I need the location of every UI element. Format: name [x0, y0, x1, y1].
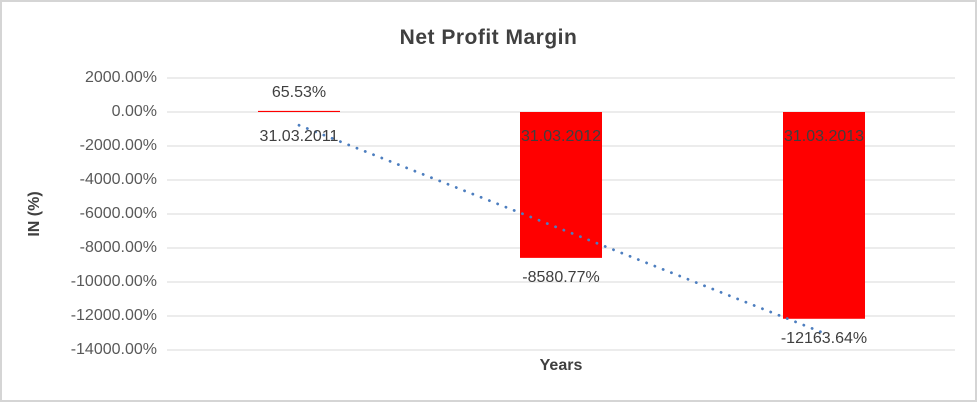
bar-31.03.2013: [783, 112, 865, 319]
bar-31.03.2011: [258, 110, 340, 112]
bar-31.03.2012: [520, 112, 602, 258]
trendline: [297, 123, 826, 335]
x-axis-title: Years: [539, 357, 583, 374]
chart-title: Net Profit Margin: [399, 26, 578, 49]
